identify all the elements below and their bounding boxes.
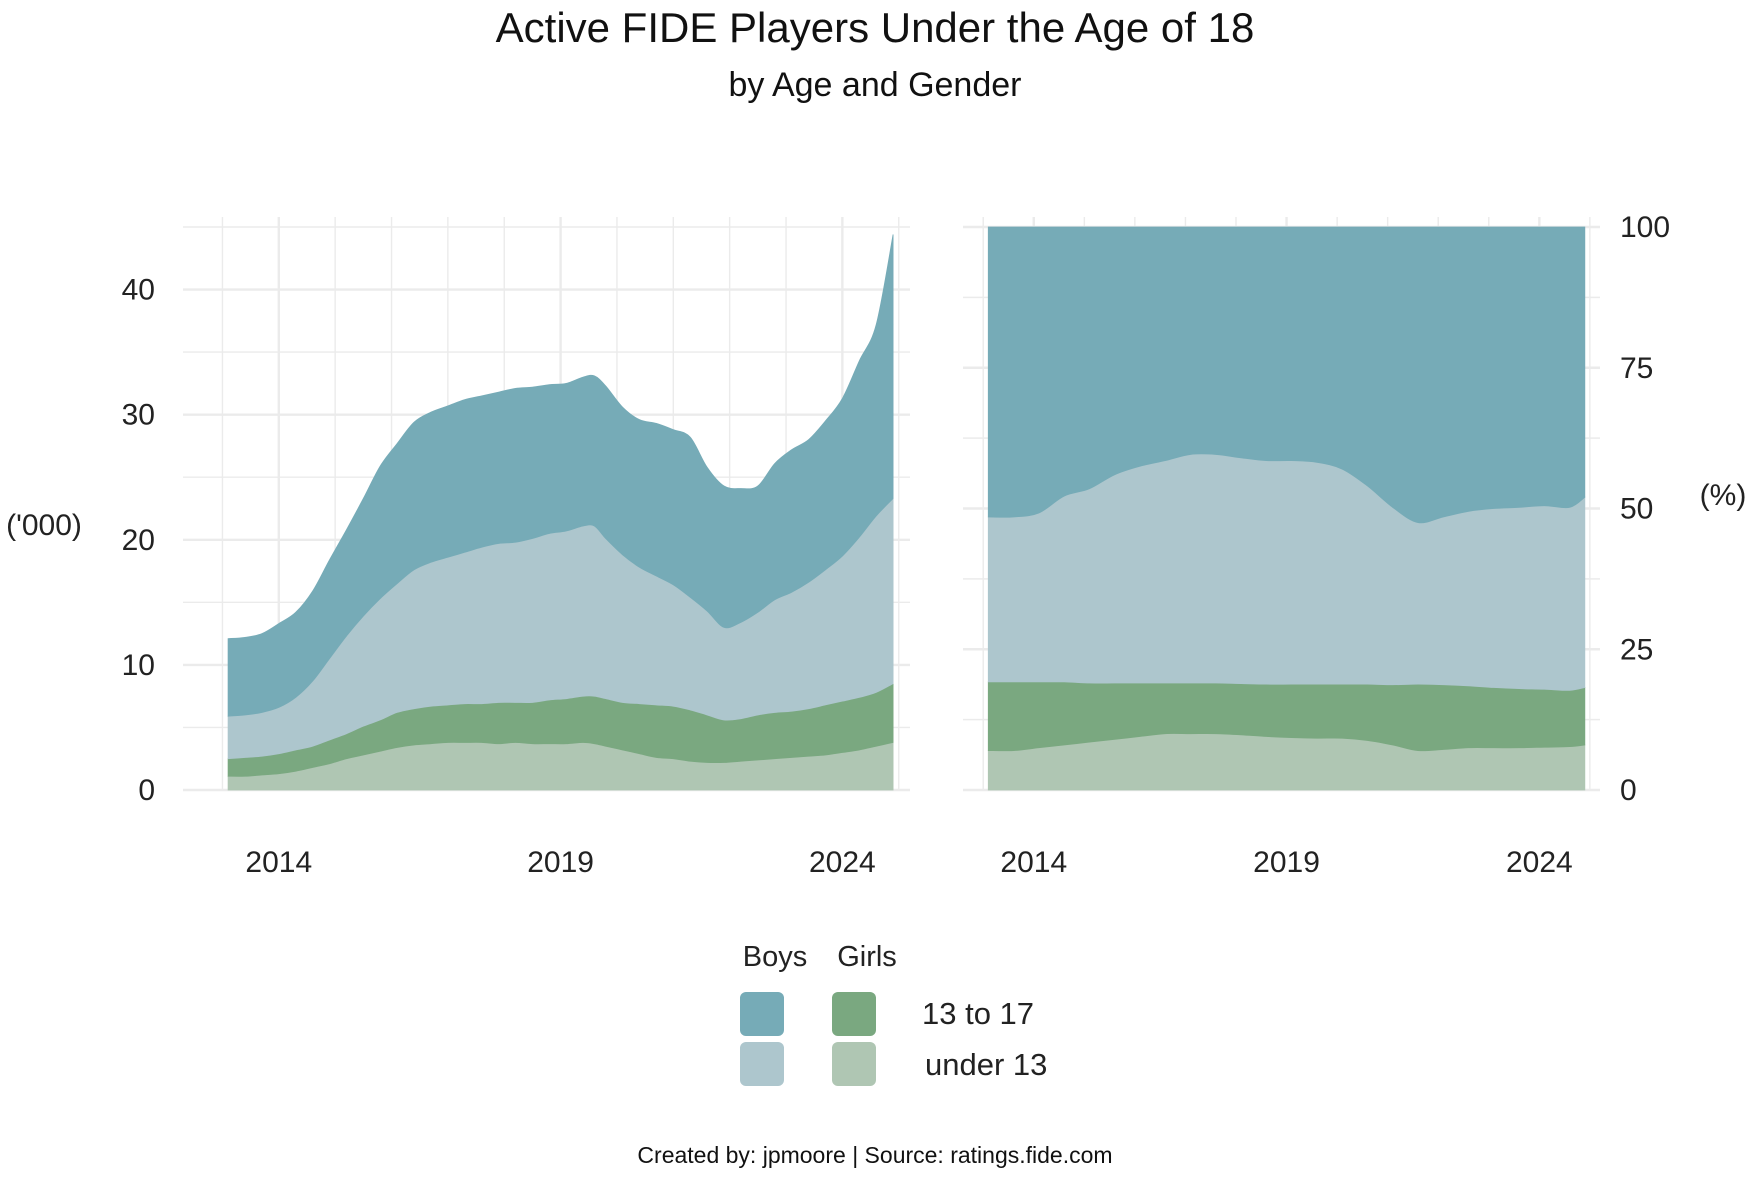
y-tick-label: 75 xyxy=(1620,352,1653,385)
x-tick-label: 2014 xyxy=(1000,846,1067,879)
legend-swatch-boys-under13 xyxy=(740,1042,784,1086)
x-tick-label: 2024 xyxy=(1506,846,1573,879)
y-tick-label: 40 xyxy=(122,274,155,307)
y-tick-label: 10 xyxy=(122,649,155,682)
y-tick-label: 0 xyxy=(138,774,155,807)
chart-caption: Created by: jpmoore | Source: ratings.fi… xyxy=(637,1142,1112,1168)
y-tick-label: 30 xyxy=(122,399,155,432)
area-series-boys-13-17 xyxy=(987,226,1586,524)
chart-subtitle: by Age and Gender xyxy=(728,66,1021,104)
legend-header-boys: Boys xyxy=(743,941,807,973)
legend-swatch-boys-13-17 xyxy=(740,992,784,1036)
x-tick-label: 2019 xyxy=(527,846,594,879)
panel-absolute: 2014 2019 2024 0 10 20 30 40 ('000) xyxy=(6,217,910,879)
y-tick-label: 0 xyxy=(1620,774,1637,807)
legend-swatch-girls-13-17 xyxy=(832,992,876,1036)
y-tick-label: 20 xyxy=(122,524,155,557)
x-tick-label: 2019 xyxy=(1253,846,1320,879)
x-tick-label: 2024 xyxy=(809,846,876,879)
x-tick-label: 2014 xyxy=(245,846,312,879)
area-series-group xyxy=(987,226,1586,791)
chart-title: Active FIDE Players Under the Age of 18 xyxy=(496,4,1255,51)
y-tick-label: 25 xyxy=(1620,633,1653,666)
y-axis-label: (%) xyxy=(1700,479,1747,512)
legend: Boys Girls 13 to 17 under 13 xyxy=(740,941,1047,1086)
y-axis-label: ('000) xyxy=(6,509,82,542)
legend-label-under13: under 13 xyxy=(925,1047,1047,1082)
y-tick-label: 100 xyxy=(1620,211,1670,244)
legend-label-13-17: 13 to 17 xyxy=(922,996,1034,1031)
y-tick-label: 50 xyxy=(1620,493,1653,526)
legend-swatch-girls-under13 xyxy=(832,1042,876,1086)
legend-header-girls: Girls xyxy=(837,941,897,973)
area-series-boys-13-17 xyxy=(227,234,894,717)
panel-percent: 2014 2019 2024 0 25 50 75 100 (%) xyxy=(963,211,1746,879)
area-series-group xyxy=(227,234,894,791)
